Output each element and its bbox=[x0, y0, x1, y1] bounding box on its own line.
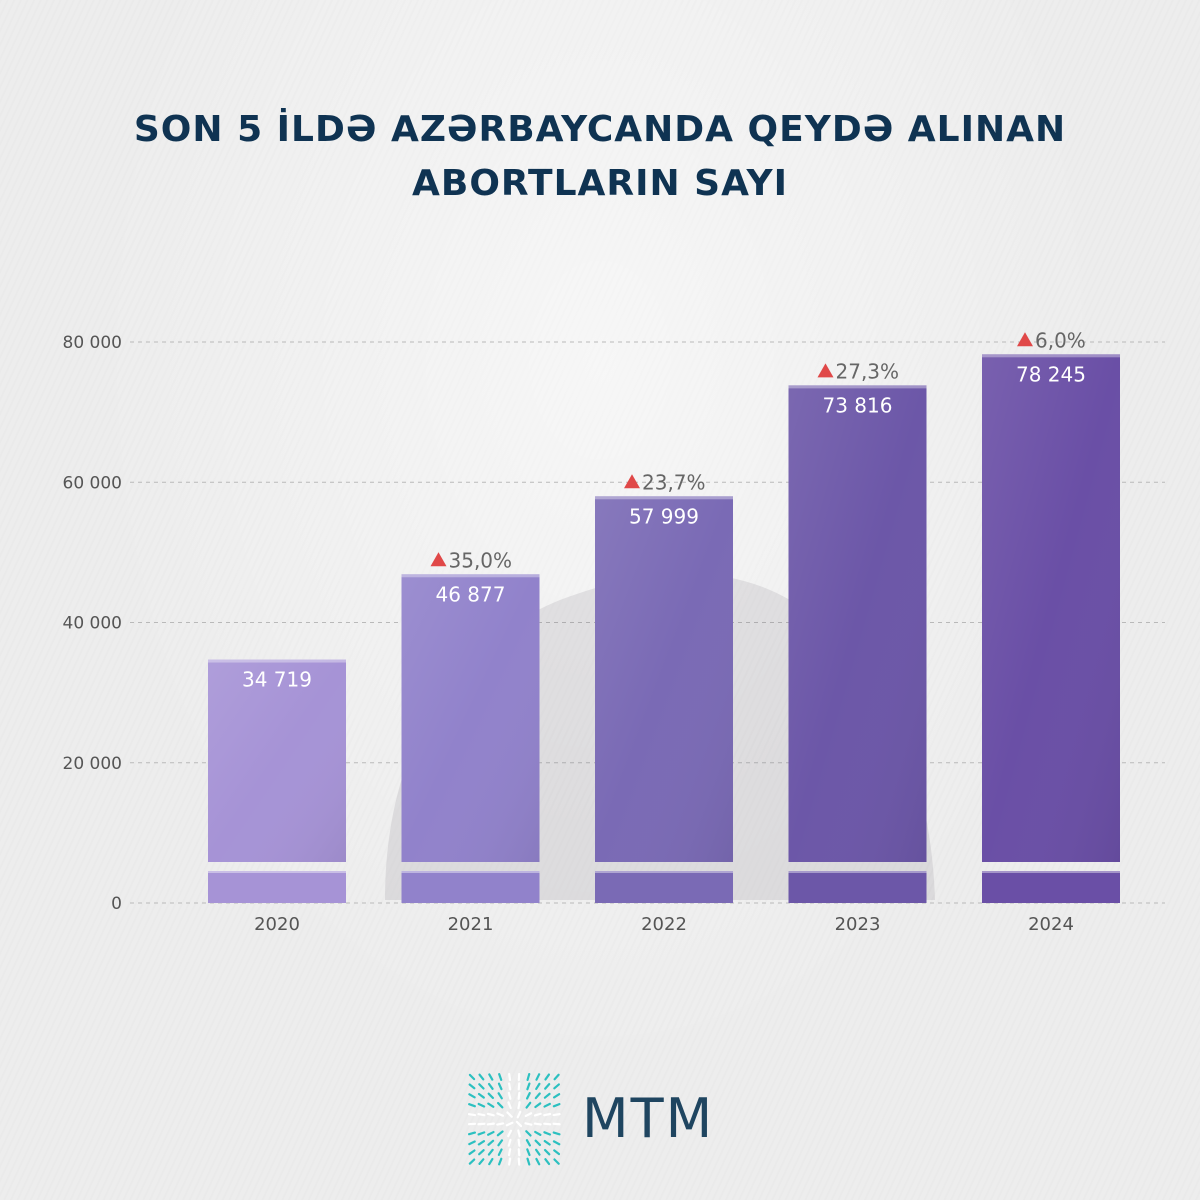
bar-sheen bbox=[595, 496, 733, 862]
bar-sheen bbox=[208, 659, 346, 862]
x-tick-label: 2020 bbox=[254, 914, 300, 935]
bar-sheen bbox=[401, 574, 540, 862]
x-tick-label: 2022 bbox=[641, 914, 687, 935]
bar-base bbox=[595, 871, 733, 903]
bar-sheen bbox=[788, 385, 927, 862]
bar-base-edge bbox=[401, 871, 540, 873]
bar-top-edge bbox=[595, 496, 733, 500]
bar-top-edge bbox=[788, 385, 927, 389]
bar-base-edge bbox=[982, 871, 1120, 873]
bar-value-label: 57 999 bbox=[629, 504, 699, 528]
x-tick-label: 2024 bbox=[1028, 914, 1074, 935]
mtm-logo-icon bbox=[468, 1073, 561, 1166]
triangle-up-icon bbox=[430, 552, 447, 567]
title-line-2: ABORTLARIN SAYI bbox=[412, 163, 788, 204]
bar-base-edge bbox=[595, 871, 733, 873]
bar-value-label: 46 877 bbox=[436, 582, 506, 606]
bar-value-label: 73 816 bbox=[823, 393, 893, 417]
y-tick-label: 0 bbox=[111, 894, 122, 914]
bar-base bbox=[788, 871, 927, 903]
y-tick-label: 60 000 bbox=[63, 473, 122, 493]
mtm-logo: MTM bbox=[468, 1073, 736, 1173]
bar-base-edge bbox=[788, 871, 927, 873]
bar-base bbox=[401, 871, 540, 903]
triangle-up-icon bbox=[1017, 332, 1033, 347]
y-tick-label: 80 000 bbox=[63, 333, 122, 353]
title-line-1: SON 5 İLDƏ AZƏRBAYCANDA QEYDƏ ALINAN bbox=[133, 109, 1067, 150]
bar-base-edge bbox=[208, 871, 346, 873]
x-tick-label: 2021 bbox=[448, 914, 494, 935]
y-tick-label: 40 000 bbox=[63, 614, 122, 634]
bar-value-label: 34 719 bbox=[242, 668, 312, 692]
logo-text: MTM bbox=[582, 1087, 715, 1150]
bar-base bbox=[982, 871, 1120, 903]
growth-label: 6,0% bbox=[1035, 328, 1086, 352]
bar-base bbox=[208, 871, 346, 903]
growth-label: 27,3% bbox=[836, 359, 900, 383]
bar-top-edge bbox=[401, 574, 540, 578]
y-tick-label: 20 000 bbox=[63, 754, 122, 774]
chart-title: SON 5 İLDƏ AZƏRBAYCANDA QEYDƏ ALINAN ABO… bbox=[0, 103, 1200, 211]
triangle-up-icon bbox=[817, 363, 834, 378]
growth-label: 35,0% bbox=[449, 548, 513, 572]
bar-top-edge bbox=[982, 354, 1120, 358]
bar-top-edge bbox=[208, 659, 346, 663]
triangle-up-icon bbox=[624, 474, 640, 489]
bar-chart: 0 20 000 40 000 60 000 80 000 34 719 2020 46 8… bbox=[63, 328, 1165, 935]
bar-sheen bbox=[982, 354, 1120, 862]
bar-value-label: 78 245 bbox=[1016, 362, 1086, 386]
growth-label: 23,7% bbox=[642, 470, 706, 494]
x-tick-label: 2023 bbox=[835, 914, 881, 935]
